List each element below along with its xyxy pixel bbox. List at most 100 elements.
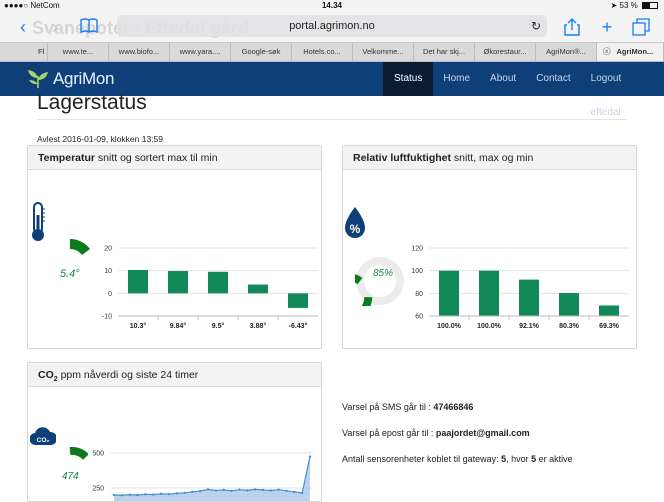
data-point — [230, 489, 233, 492]
data-point — [152, 493, 155, 496]
data-point — [120, 494, 124, 497]
new-tab-icon[interactable]: + — [601, 17, 613, 37]
tab-item[interactable]: Velkomme... — [353, 43, 414, 61]
sensor-info: Antall sensorenheter koblet til gateway:… — [342, 454, 573, 464]
y-tick-label: 20 — [104, 246, 112, 253]
data-point — [112, 493, 116, 497]
address-bar[interactable]: portal.agrimon.no ↻ — [117, 15, 547, 37]
data-point — [285, 489, 288, 492]
tab-item[interactable]: Det har skj... — [414, 43, 475, 61]
title-rest: ppm nåverdi og siste 24 timer — [57, 369, 199, 381]
sensors-active: 5 — [531, 454, 537, 464]
nav-logout[interactable]: Logout eftedal — [590, 73, 622, 118]
data-point — [167, 492, 171, 496]
y-tick-label: 80 — [415, 291, 423, 298]
x-tick-label: 9.84° — [170, 322, 187, 330]
sensors-mid: , hvor — [506, 454, 532, 464]
browser-tabs: Fl www.te... www.biofo... www.yara.... G… — [0, 42, 664, 62]
bar — [439, 270, 459, 316]
bar — [208, 271, 228, 294]
data-point — [238, 488, 241, 491]
data-point — [136, 493, 139, 497]
page-title: Lagerstatus — [37, 91, 147, 114]
x-tick-label: 10.3° — [130, 322, 147, 330]
browser-toolbar: Svanepotet - Eftedal gård ‹ › portal.agr… — [0, 12, 664, 42]
y-tick-label: 250 — [92, 486, 104, 493]
title-bold: Relativ luftfuktighet — [353, 152, 452, 164]
y-tick-label: 0 — [108, 291, 112, 298]
data-point — [277, 488, 280, 491]
back-icon[interactable]: ‹ — [20, 17, 26, 37]
co2-gauge — [69, 447, 88, 461]
y-tick-label: 60 — [415, 314, 423, 321]
read-timestamp: Avlest 2016-01-09, klokken 13:59 — [37, 134, 164, 144]
x-tick-label: 69.3% — [599, 323, 620, 330]
tab-item[interactable]: Økorestaur... — [475, 43, 536, 61]
title-rest: snitt, max og min — [451, 152, 534, 164]
y-tick-label: -10 — [102, 314, 112, 321]
tabs-icon[interactable] — [632, 18, 650, 36]
url-text: portal.agrimon.no — [289, 20, 375, 32]
sms-value: 47466846 — [433, 402, 474, 412]
bar — [288, 293, 308, 308]
bar — [168, 271, 188, 294]
data-point — [206, 488, 210, 491]
nav-contact[interactable]: Contact — [536, 73, 571, 84]
nav-status[interactable]: Status — [383, 62, 434, 96]
close-tab-icon[interactable]: ⓧ — [603, 47, 611, 56]
tab-item[interactable]: www.te... — [48, 43, 109, 61]
tab-item[interactable]: www.biofo... — [109, 43, 170, 61]
forward-icon[interactable]: › — [52, 17, 58, 37]
x-tick-label: 100.0% — [477, 323, 502, 330]
bar — [599, 305, 619, 316]
x-tick-label: -6.43° — [289, 322, 308, 330]
tab-item-active[interactable]: ⓧ AgriMon... — [597, 43, 664, 61]
bar — [248, 284, 268, 294]
tab-item[interactable]: Google-søk — [231, 43, 292, 61]
y-tick-label: 10 — [104, 268, 112, 275]
x-tick-label: 9.5° — [212, 322, 225, 330]
co2-panel-title: CO2 ppm nåverdi og siste 24 timer — [28, 363, 321, 387]
bookmarks-icon[interactable] — [80, 18, 98, 36]
area-line — [113, 456, 311, 496]
sensors-post: er aktive — [536, 454, 573, 464]
nav-home[interactable]: Home — [443, 73, 471, 84]
brand-logo[interactable]: AgriMon — [26, 67, 115, 91]
co2-panel: CO2 ppm nåverdi og siste 24 timer CO₂ 47… — [27, 362, 322, 502]
carrier-label: ●●●●○ NetCom — [4, 1, 60, 10]
tab-item[interactable]: Hotels.co... — [292, 43, 353, 61]
bar — [479, 270, 499, 316]
temperature-panel: Temperatur snitt og sortert max til min … — [27, 145, 322, 349]
data-point — [222, 488, 225, 492]
status-bar: ●●●●○ NetCom 14.34 ➤ 53 % — [0, 0, 664, 12]
brand-name: AgriMon — [53, 69, 115, 88]
cloud-icon: CO₂ — [30, 427, 56, 446]
cloud-icon-text: CO₂ — [37, 437, 50, 444]
title-rest: snitt og sortert max til min — [95, 152, 218, 164]
data-point — [159, 492, 163, 496]
share-icon[interactable] — [563, 18, 581, 36]
tab-item[interactable]: Fl — [0, 43, 48, 61]
sms-label: Varsel på SMS går til : — [342, 402, 434, 412]
temperature-bar-chart: 20 10 0 -10 10.3° 9.84° 9.5° 3.88° -6.43° — [102, 246, 318, 330]
clock: 14.34 — [321, 1, 343, 10]
humidity-panel-title: Relativ luftfuktighet snitt, max og min — [343, 146, 636, 170]
data-point — [199, 489, 202, 493]
y-tick-label: 100 — [411, 268, 423, 275]
data-point — [183, 491, 186, 495]
tab-item[interactable]: www.yara.... — [170, 43, 231, 61]
data-point — [214, 489, 218, 492]
drop-icon: % — [345, 207, 365, 238]
humidity-panel: Relativ luftfuktighet snitt, max og min … — [342, 145, 637, 349]
reload-icon[interactable]: ↻ — [530, 19, 541, 33]
data-point — [253, 488, 257, 491]
co2-area-chart: 500 250 — [92, 451, 314, 501]
data-point — [144, 493, 147, 496]
site-navbar: AgriMon Status Home About Contact Logout… — [0, 62, 664, 118]
email-label: Varsel på epost går til : — [342, 428, 436, 438]
main-nav: Status Home About Contact Logout eftedal — [383, 62, 664, 118]
tab-item[interactable]: AgriMon®... — [536, 43, 597, 61]
nav-about[interactable]: About — [490, 73, 517, 84]
sms-info: Varsel på SMS går til : 47466846 — [342, 402, 473, 412]
bar — [559, 292, 579, 316]
